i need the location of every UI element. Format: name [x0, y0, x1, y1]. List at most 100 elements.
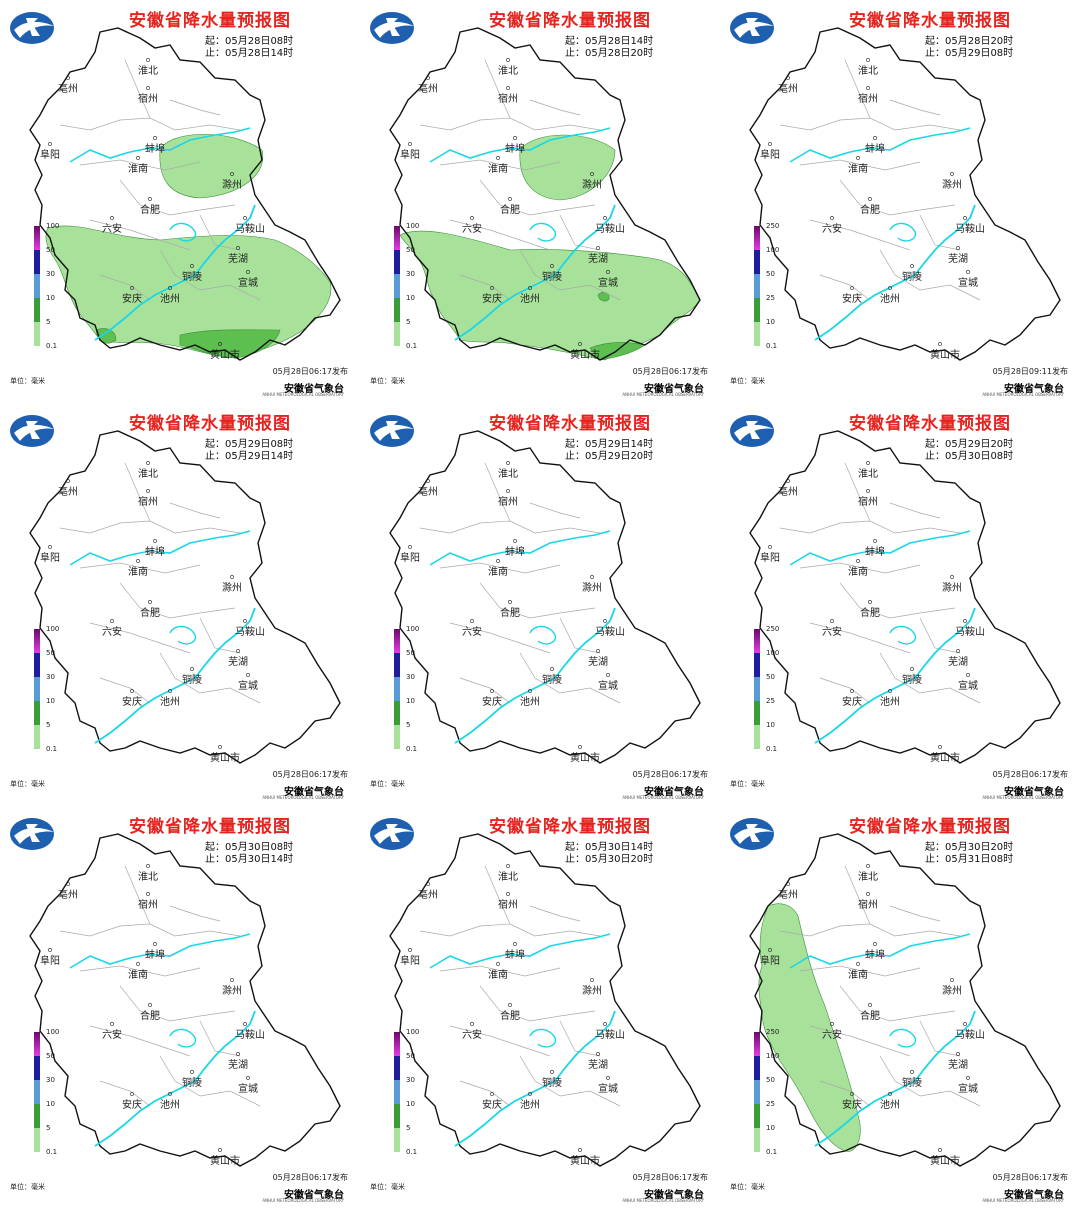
city-borders	[419, 462, 621, 704]
city-marker	[246, 673, 250, 677]
city-label: 亳州	[418, 82, 438, 95]
city-label: 蚌埠	[865, 948, 885, 961]
city-marker	[148, 1003, 152, 1007]
city-marker	[136, 962, 140, 966]
city-label: 亳州	[58, 485, 78, 498]
legend-swatch	[754, 298, 760, 322]
legend-label: 30	[46, 673, 55, 681]
observatory-logo	[10, 415, 54, 447]
city-marker	[950, 172, 954, 176]
city-marker	[470, 216, 474, 220]
city-label: 马鞍山	[595, 625, 625, 638]
city-marker	[496, 156, 500, 160]
city-label: 淮北	[138, 468, 158, 480]
observatory-logo	[10, 818, 54, 850]
legend-label: 0.1	[766, 1148, 778, 1156]
city-marker	[786, 76, 790, 80]
city-label: 铜陵	[902, 674, 922, 686]
legend-swatch	[394, 1032, 400, 1056]
legend-label: 10	[46, 697, 55, 705]
legend-swatch	[394, 725, 400, 749]
city-marker	[496, 559, 500, 563]
yangtze-river	[454, 607, 616, 744]
legend-label: 0.1	[766, 745, 778, 753]
city-marker	[850, 286, 854, 290]
period-end: 止：05月30日08时	[925, 451, 1014, 462]
chaohu-lake	[889, 222, 917, 242]
legend-label: 30	[406, 673, 415, 681]
city-label: 黄山市	[930, 348, 960, 361]
city-marker	[168, 1092, 172, 1096]
forecast-panel-1: 淮北 亳州 宿州 阜阳 蚌埠 淮南 滁州 合肥 六安 马鞍山 芜湖 铜陵 宣城 安庆 池州 黄山市 安徽省降水…	[0, 0, 360, 400]
city-label: 亳州	[418, 485, 438, 498]
forecast-period: 起：05月29日14时 止：05月29日20时	[565, 439, 653, 463]
city-label: 铜陵	[182, 1077, 202, 1089]
city-marker	[66, 882, 70, 886]
city-label: 阜阳	[40, 148, 60, 161]
city-marker	[950, 575, 954, 579]
city-label: 安庆	[122, 292, 142, 305]
city-label: 淮南	[848, 162, 868, 175]
legend-label: 5	[406, 318, 411, 326]
city-label: 铜陵	[542, 1077, 562, 1089]
legend-label: 0.1	[46, 1148, 58, 1156]
city-marker	[243, 619, 247, 623]
city-label: 池州	[880, 1098, 900, 1111]
city-label: 黄山市	[570, 348, 600, 361]
legend-swatch	[34, 250, 40, 274]
forecast-panel-5: 淮北 亳州 宿州 阜阳 蚌埠 淮南 滁州 合肥 六安 马鞍山 芜湖 铜陵 宣城 安庆 池州 黄山市 安徽省降水…	[360, 403, 720, 803]
forecast-panel-3: 淮北 亳州 宿州 阜阳 蚌埠 淮南 滁州 合肥 六安 马鞍山 芜湖 铜陵 宣城 安庆 池州 黄山市 安徽省降水…	[720, 0, 1080, 400]
yangtze-river	[814, 204, 976, 341]
city-marker	[866, 864, 870, 868]
rain-region	[179, 329, 281, 359]
city-label: 芜湖	[228, 655, 248, 668]
city-label: 淮南	[848, 565, 868, 578]
huai-river	[429, 530, 611, 566]
city-marker	[243, 216, 247, 220]
rain-region	[758, 903, 861, 1152]
legend-swatch	[754, 1104, 760, 1128]
agency-name-en: ANHUI METEOROLOGICAL OBSERVATORY	[262, 392, 344, 397]
city-label: 六安	[102, 222, 122, 235]
city-label: 淮北	[498, 871, 518, 883]
city-label: 安庆	[482, 695, 502, 708]
city-label: 宣城	[238, 1082, 258, 1095]
yangtze-river	[814, 1010, 976, 1147]
city-marker	[856, 962, 860, 966]
city-marker	[218, 745, 222, 749]
legend-label: 50	[406, 1052, 415, 1060]
legend-label: 0.1	[406, 1148, 418, 1156]
city-marker	[408, 948, 412, 952]
city-label: 阜阳	[760, 148, 780, 161]
city-marker	[130, 1092, 134, 1096]
legend-swatch	[34, 629, 40, 653]
city-marker	[426, 882, 430, 886]
yangtze-river	[814, 607, 976, 744]
legend-label: 100	[46, 222, 60, 230]
city-label: 亳州	[58, 888, 78, 901]
observatory-logo	[370, 818, 414, 850]
legend-swatch	[34, 1104, 40, 1128]
legend-swatch	[394, 653, 400, 677]
yangtze-river	[94, 1010, 256, 1147]
huai-river	[789, 127, 971, 163]
legend-swatch	[754, 1056, 760, 1080]
city-label: 池州	[160, 1098, 180, 1111]
agency-name: 安徽省气象台	[644, 384, 704, 395]
observatory-logo	[730, 818, 774, 850]
map-title: 安徽省降水量预报图	[129, 414, 291, 434]
period-end: 止：05月30日14时	[205, 854, 294, 865]
legend-swatch	[754, 725, 760, 749]
city-label: 合肥	[140, 1009, 160, 1022]
city-label: 亳州	[778, 888, 798, 901]
unit-label: 单位：毫米	[10, 780, 45, 788]
period-start: 起：05月29日08时	[205, 439, 294, 450]
period-start: 起：05月29日20时	[925, 439, 1014, 450]
legend-swatch	[394, 1080, 400, 1104]
rain-region	[399, 230, 701, 361]
